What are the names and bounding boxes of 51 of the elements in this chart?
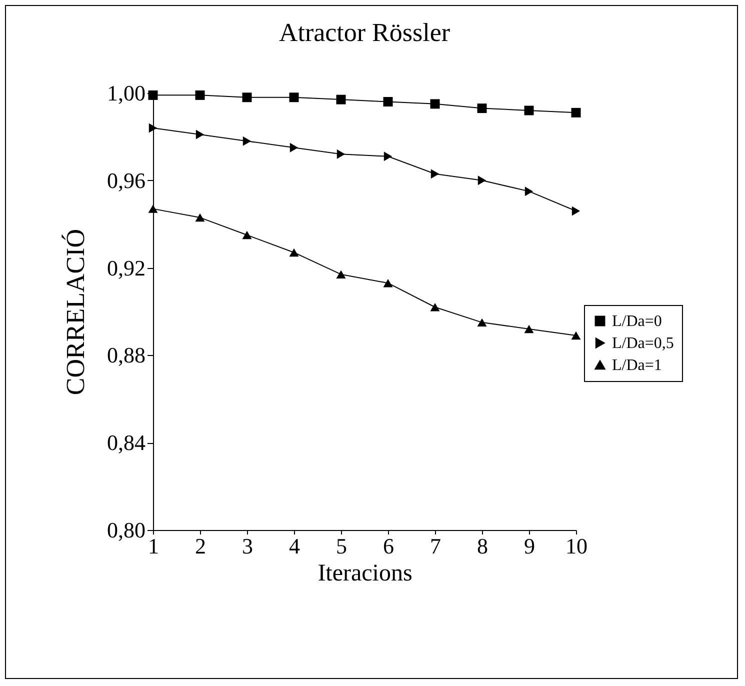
x-tick-label: 9 <box>524 534 535 558</box>
point <box>524 186 534 196</box>
y-tick-label: 0,88 <box>107 342 146 368</box>
point <box>336 149 346 159</box>
point <box>478 176 486 186</box>
x-tick-label: 4 <box>289 534 300 558</box>
point <box>430 99 440 109</box>
point <box>242 136 252 146</box>
point <box>195 90 205 100</box>
point <box>336 270 346 278</box>
point <box>148 123 158 133</box>
x-tick-label: 6 <box>383 534 394 558</box>
y-axis-title: CORRELACIÓ <box>61 228 90 396</box>
legend-label: L/Da=1 <box>612 357 662 374</box>
legend-label: L/Da=0,5 <box>612 335 674 352</box>
x-tick-label: 2 <box>195 534 206 558</box>
point <box>571 331 581 340</box>
point <box>524 324 534 334</box>
y-tick-label: 0,92 <box>107 255 146 280</box>
point <box>384 152 392 162</box>
y-tick-label: 1,00 <box>107 80 146 106</box>
x-tick-label: 5 <box>336 534 347 558</box>
point <box>477 318 487 327</box>
point <box>383 278 393 288</box>
point <box>289 248 299 257</box>
y-tick-label: 0,96 <box>107 168 146 193</box>
point <box>148 204 158 213</box>
point <box>524 106 534 116</box>
point <box>196 130 204 140</box>
x-tick-label: 10 <box>566 534 588 558</box>
x-tick-label: 3 <box>242 534 253 558</box>
point <box>290 142 298 152</box>
point <box>242 230 252 240</box>
point <box>571 108 581 118</box>
y-tick-label: 0,84 <box>107 430 146 456</box>
point <box>289 92 299 102</box>
point <box>430 169 440 179</box>
point <box>430 303 440 312</box>
point <box>242 92 252 102</box>
x-tick-label: 8 <box>477 534 488 558</box>
x-tick-label: 1 <box>148 534 159 558</box>
point <box>383 96 393 106</box>
x-tick-label: 7 <box>430 534 441 558</box>
legend-label: L/Da=0 <box>612 313 662 330</box>
x-axis-title: Iteracions <box>318 560 412 586</box>
point <box>477 104 487 114</box>
chart-title: Atractor Rössler <box>278 18 450 47</box>
point <box>336 94 346 104</box>
point <box>572 206 580 216</box>
y-tick-label: 0,80 <box>107 518 146 542</box>
point <box>195 213 205 222</box>
